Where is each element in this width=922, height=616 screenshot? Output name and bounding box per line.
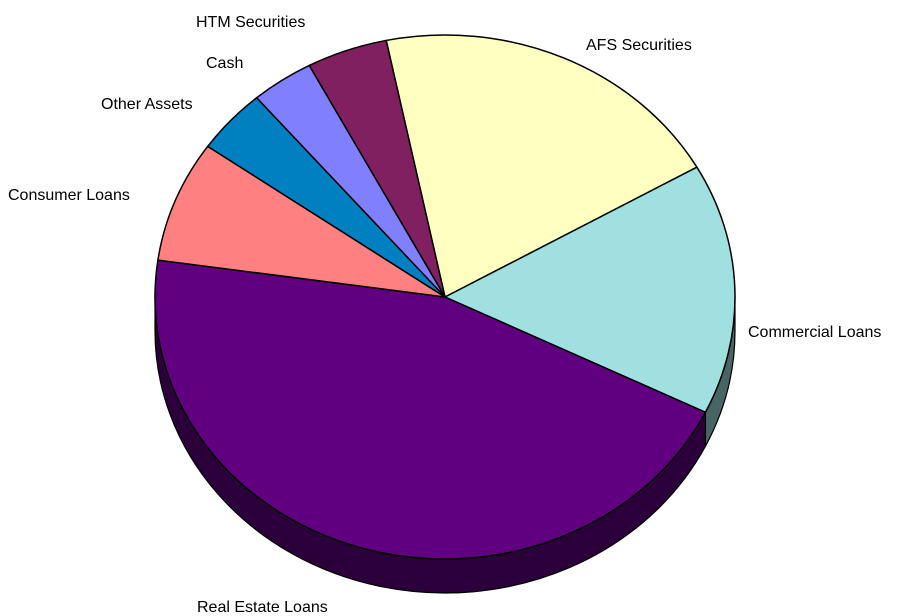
pie-slice-commercial-loans <box>444 166 736 414</box>
pie-slice-htm-securities <box>308 39 446 298</box>
pie-labels: AFS Securities Commercial Loans Real Est… <box>8 14 881 616</box>
label-afs-securities: AFS Securities <box>586 37 692 54</box>
label-other-assets: Other Assets <box>101 96 193 113</box>
pie-slice-consumer-loans <box>157 145 446 298</box>
pie-slices <box>154 34 736 560</box>
pie-slice-real-estate-loans <box>154 259 707 560</box>
label-consumer-loans: Consumer Loans <box>8 187 130 204</box>
label-commercial-loans: Commercial Loans <box>748 324 881 341</box>
label-cash: Cash <box>206 55 243 72</box>
pie-slice-afs-securities <box>385 34 698 298</box>
label-htm-securities: HTM Securities <box>196 14 305 31</box>
label-real-estate-loans: Real Estate Loans <box>197 599 328 616</box>
